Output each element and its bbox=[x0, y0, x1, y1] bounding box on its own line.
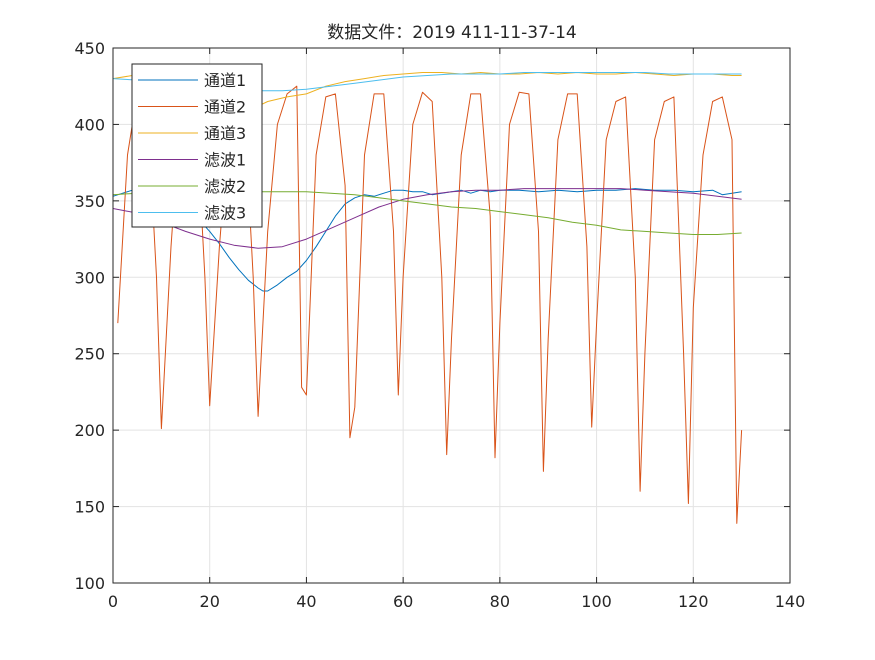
legend-label-2: 通道2 bbox=[204, 98, 246, 117]
legend-label-1: 通道1 bbox=[204, 71, 246, 90]
x-tick-label: 0 bbox=[108, 592, 118, 611]
x-tick-label: 60 bbox=[393, 592, 413, 611]
legend-label-4: 滤波1 bbox=[204, 151, 246, 170]
y-tick-label: 250 bbox=[74, 345, 105, 364]
y-tick-label: 100 bbox=[74, 574, 105, 593]
x-tick-label: 120 bbox=[678, 592, 709, 611]
x-tick-label: 140 bbox=[775, 592, 806, 611]
legend-label-5: 滤波2 bbox=[204, 177, 246, 196]
y-tick-label: 350 bbox=[74, 192, 105, 211]
y-tick-label: 450 bbox=[74, 39, 105, 58]
y-tick-label: 200 bbox=[74, 421, 105, 440]
chart-title: 数据文件：2019 411-11-37-14 bbox=[327, 23, 576, 43]
x-tick-label: 20 bbox=[200, 592, 220, 611]
y-tick-label: 150 bbox=[74, 498, 105, 517]
y-tick-label: 300 bbox=[74, 268, 105, 287]
legend-box bbox=[131, 63, 263, 228]
y-tick-label: 400 bbox=[74, 115, 105, 134]
legend-label-6: 滤波3 bbox=[204, 204, 246, 223]
series-line-4 bbox=[112, 188, 742, 249]
axes-box bbox=[112, 47, 791, 584]
legend: 通道1 通道2 通道3 滤波1 滤波2 滤波3 bbox=[131, 63, 263, 228]
y-axis-ticks: 100 150 200 250 300 350 400 450 bbox=[74, 39, 790, 593]
x-tick-label: 80 bbox=[490, 592, 510, 611]
x-tick-label: 100 bbox=[581, 592, 612, 611]
x-axis-ticks: 0 20 40 60 80 100 120 140 bbox=[108, 48, 805, 611]
x-tick-label: 40 bbox=[296, 592, 316, 611]
legend-label-3: 通道3 bbox=[204, 124, 246, 143]
